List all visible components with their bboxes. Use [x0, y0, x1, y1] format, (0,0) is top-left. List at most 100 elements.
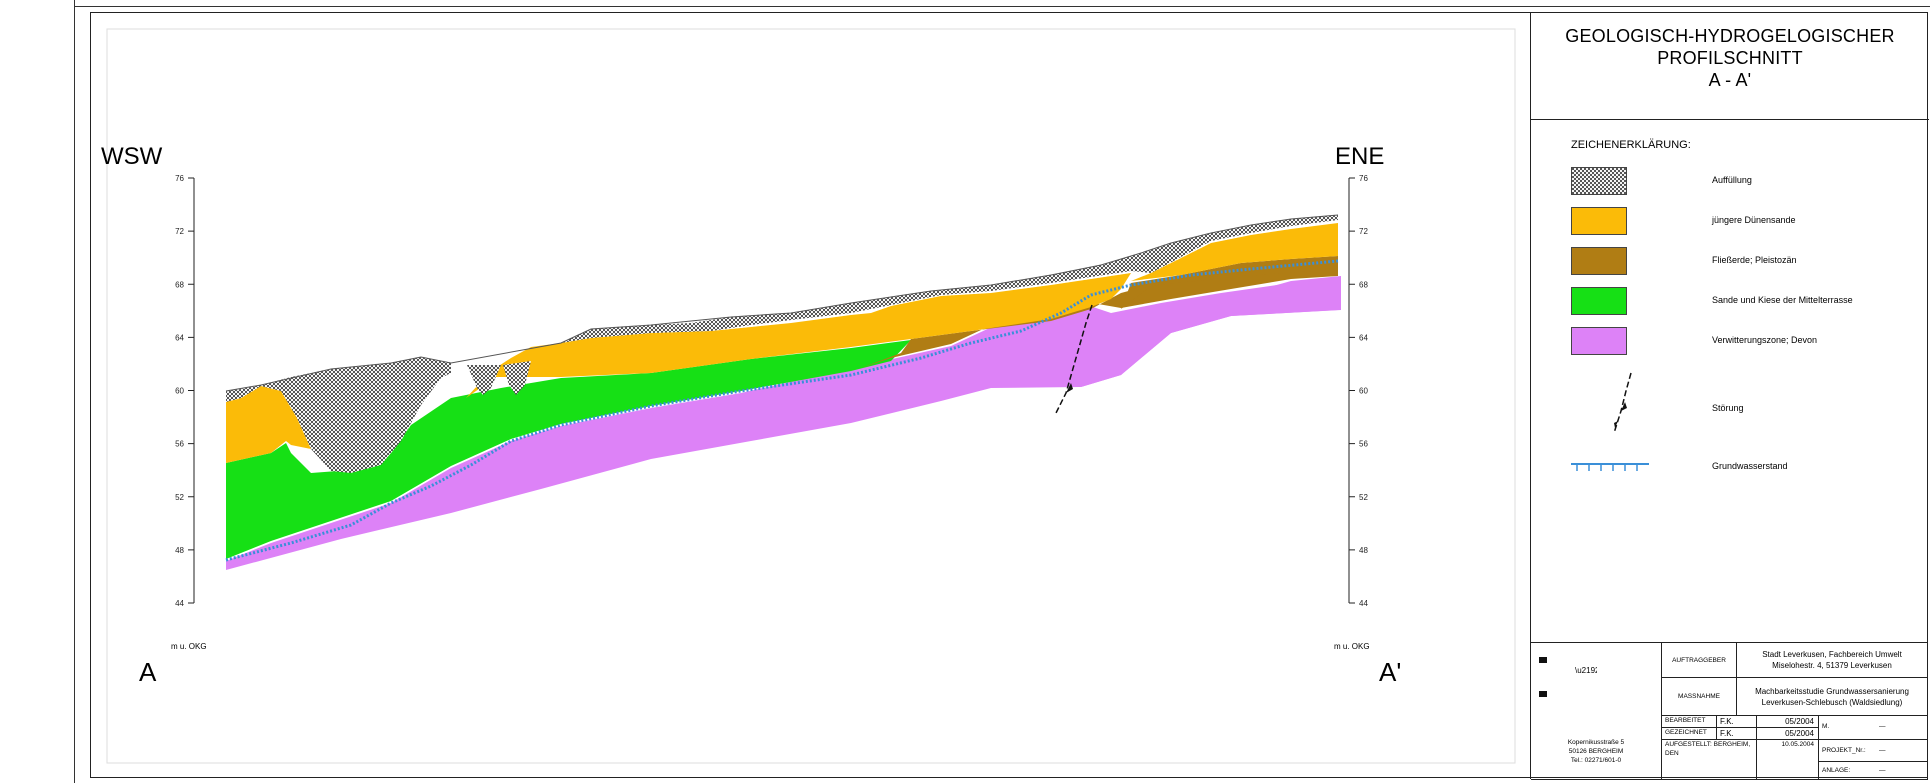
anlage-label: ANLAGE: — [1822, 767, 1851, 774]
legend-label-solifluction: Fließerde; Pleistozän — [1712, 255, 1797, 265]
gezeichnet-label: GEZEICHNET — [1662, 728, 1717, 740]
left-axis-tick-label: 60 — [175, 387, 184, 396]
address-line-1: Kopernikusstraße 5 — [1567, 739, 1625, 746]
solifluction-layer — [861, 268, 1338, 368]
legend-label-terrace-gravel: Sande und Kiese der Mittelterrasse — [1712, 295, 1853, 305]
solifluction-swatch — [1571, 247, 1627, 275]
auftraggeber-value: Stadt Leverkusen, Fachbereich Umwelt Mis… — [1737, 643, 1928, 678]
right-axis-tick-label: 48 — [1359, 546, 1368, 555]
dune-sand-swatch — [1571, 207, 1627, 235]
left-axis-tick-label: 44 — [175, 599, 184, 608]
fault-line — [1055, 304, 1093, 414]
left-axis-tick-label: 56 — [175, 440, 184, 449]
margin-line-left — [74, 0, 75, 783]
east-label: ENE — [1335, 143, 1384, 170]
bearbeitet-name: F.K. — [1717, 716, 1757, 728]
right-axis-tick-label: 52 — [1359, 493, 1368, 502]
legend-heading: ZEICHENERKLÄRUNG: — [1571, 139, 1691, 151]
svg-text:\u2192\u00B0: \u2192\u00B0 — [1575, 666, 1597, 675]
address-line-2: 50126 BERGHEIM — [1568, 748, 1624, 755]
gezeichnet-name: F.K. — [1717, 728, 1757, 740]
company-address: Kopernikusstraße 5 50126 BERGHEIM Tel.: … — [1531, 738, 1661, 765]
legend-item-terrace-gravel: Sande und Kiese der Mittelterrasse — [1571, 287, 1901, 317]
devonian-layer — [226, 276, 1341, 570]
fill-layer-surface — [561, 215, 1338, 343]
left-axis-unit: m u. OKG — [171, 642, 207, 651]
end-point-label: A' — [1379, 657, 1401, 687]
right-axis-tick-label: 68 — [1359, 280, 1368, 289]
left-axis-tick-label: 52 — [175, 493, 184, 502]
title-box: GEOLOGISCH-HYDROGELOGISCHER PROFILSCHNIT… — [1531, 13, 1929, 120]
ground-surface-line — [225, 214, 1339, 392]
margin-line-top — [74, 6, 1930, 7]
aufgestellt-date: 10.05.2004 — [1757, 740, 1819, 780]
legend-label-devonian: Verwitterungszone; Devon — [1712, 335, 1818, 345]
title-line-2: PROFILSCHNITT — [1657, 48, 1803, 68]
right-axis-tick-label: 60 — [1359, 387, 1368, 396]
right-axis-tick-label: 56 — [1359, 440, 1368, 449]
devonian-upper — [1081, 279, 1341, 387]
bearbeitet-date: 05/2004 — [1757, 716, 1819, 728]
left-axis-tick-label: 68 — [175, 280, 184, 289]
auftraggeber-line-1: Stadt Leverkusen, Fachbereich Umwelt — [1762, 650, 1902, 659]
m-label: M. — [1822, 723, 1830, 730]
fill-layer-pits — [467, 361, 531, 395]
gezeichnet-date: 05/2004 — [1757, 728, 1819, 740]
profile-frame — [106, 28, 1516, 764]
legend-label-groundwater: Grundwasserstand — [1712, 461, 1788, 471]
massnahme-line-1: Machbarkeitsstudie Grundwassersanierung — [1755, 686, 1909, 696]
legend-item-dune-sand: jüngere Dünensande — [1571, 207, 1901, 237]
aufgestellt-label: AUFGESTELLT: BERGHEIM, DEN — [1662, 740, 1757, 780]
west-label: WSW — [101, 143, 163, 170]
left-axis-tick-label: 64 — [175, 333, 184, 342]
company-cell: \u2192\u00B0 Kopernikusstraße 5 50126 BE… — [1531, 643, 1662, 780]
anlage-value: — — [1879, 767, 1886, 774]
bearbeitet-label: BEARBEITET — [1662, 716, 1717, 728]
company-logo-icon: \u2192\u00B0 — [1539, 657, 1597, 697]
m-value: — — [1879, 723, 1886, 730]
legend-label-dune-sand: jüngere Dünensande — [1712, 215, 1796, 225]
title-line-1: GEOLOGISCH-HYDROGELOGISCHER — [1565, 26, 1895, 46]
fault-icon — [1613, 372, 1632, 434]
left-axis-tick-label: 76 — [175, 174, 184, 183]
legend-item-devonian: Verwitterungszone; Devon — [1571, 327, 1901, 357]
drawing-sheet: 76 76 72 72 68 68 64 64 60 60 56 56 52 52 48 48 44 44 WSW… — [90, 12, 1929, 780]
title-line-3: A - A' — [1708, 70, 1752, 90]
start-point-label: A — [139, 657, 157, 687]
massnahme-value: Machbarkeitsstudie Grundwassersanierung … — [1737, 678, 1928, 716]
anlage-cell: ANLAGE: — — [1819, 762, 1928, 780]
legend-label-fault: Störung — [1712, 403, 1744, 413]
projekt-cell: PROJEKT_Nr.: — — [1819, 740, 1928, 762]
title-block: GEOLOGISCH-HYDROGELOGISCHER PROFILSCHNIT… — [1530, 13, 1929, 780]
dune-sand-middle — [466, 273, 1131, 398]
right-axis-tick-label: 44 — [1359, 599, 1368, 608]
devonian-swatch — [1571, 327, 1627, 355]
geological-cross-section: 76 76 72 72 68 68 64 64 60 60 56 56 52 52 48 48 44 44 WSW… — [101, 28, 1516, 764]
massnahme-line-2: Leverkusen-Schlebusch (Waldsiedlung) — [1761, 697, 1903, 707]
legend-label-fill: Auffüllung — [1712, 175, 1752, 185]
fill-layer-west — [226, 357, 451, 473]
dune-sand-east — [1131, 223, 1338, 281]
m-cell: M. — — [1819, 716, 1928, 740]
right-axis-tick-label: 72 — [1359, 227, 1368, 236]
right-axis-unit: m u. OKG — [1334, 642, 1370, 651]
legend-item-solifluction: Fließerde; Pleistozän — [1571, 247, 1901, 277]
projekt-value: — — [1879, 747, 1886, 754]
terrace-gravel-swatch — [1571, 287, 1627, 315]
fault-arrow — [1066, 383, 1073, 393]
auftraggeber-line-2: Miselohestr. 4, 51379 Leverkusen — [1772, 661, 1892, 670]
left-axis-tick-label: 48 — [175, 546, 184, 555]
right-axis-tick-label: 64 — [1359, 333, 1368, 342]
left-axis-tick-label: 72 — [175, 227, 184, 236]
axis-ticks: 76 76 72 72 68 68 64 64 60 60 56 56 52 52 48 48 44 44 — [175, 174, 1368, 608]
legend-item-fault: Störung — [1571, 371, 1901, 441]
terrace-gravel-layer — [226, 340, 911, 559]
massnahme-label: MASSNAHME — [1662, 678, 1737, 716]
solifluction-east — [1121, 256, 1338, 309]
projekt-label: PROJEKT_Nr.: — [1822, 747, 1866, 754]
legend-item-groundwater: Grundwasserstand — [1571, 459, 1901, 489]
auftraggeber-label: AUFTRAGGEBER — [1662, 643, 1737, 678]
right-axis-tick-label: 76 — [1359, 174, 1368, 183]
dune-sand-layer — [226, 386, 311, 463]
legend-item-fill: Auffüllung — [1571, 167, 1901, 197]
